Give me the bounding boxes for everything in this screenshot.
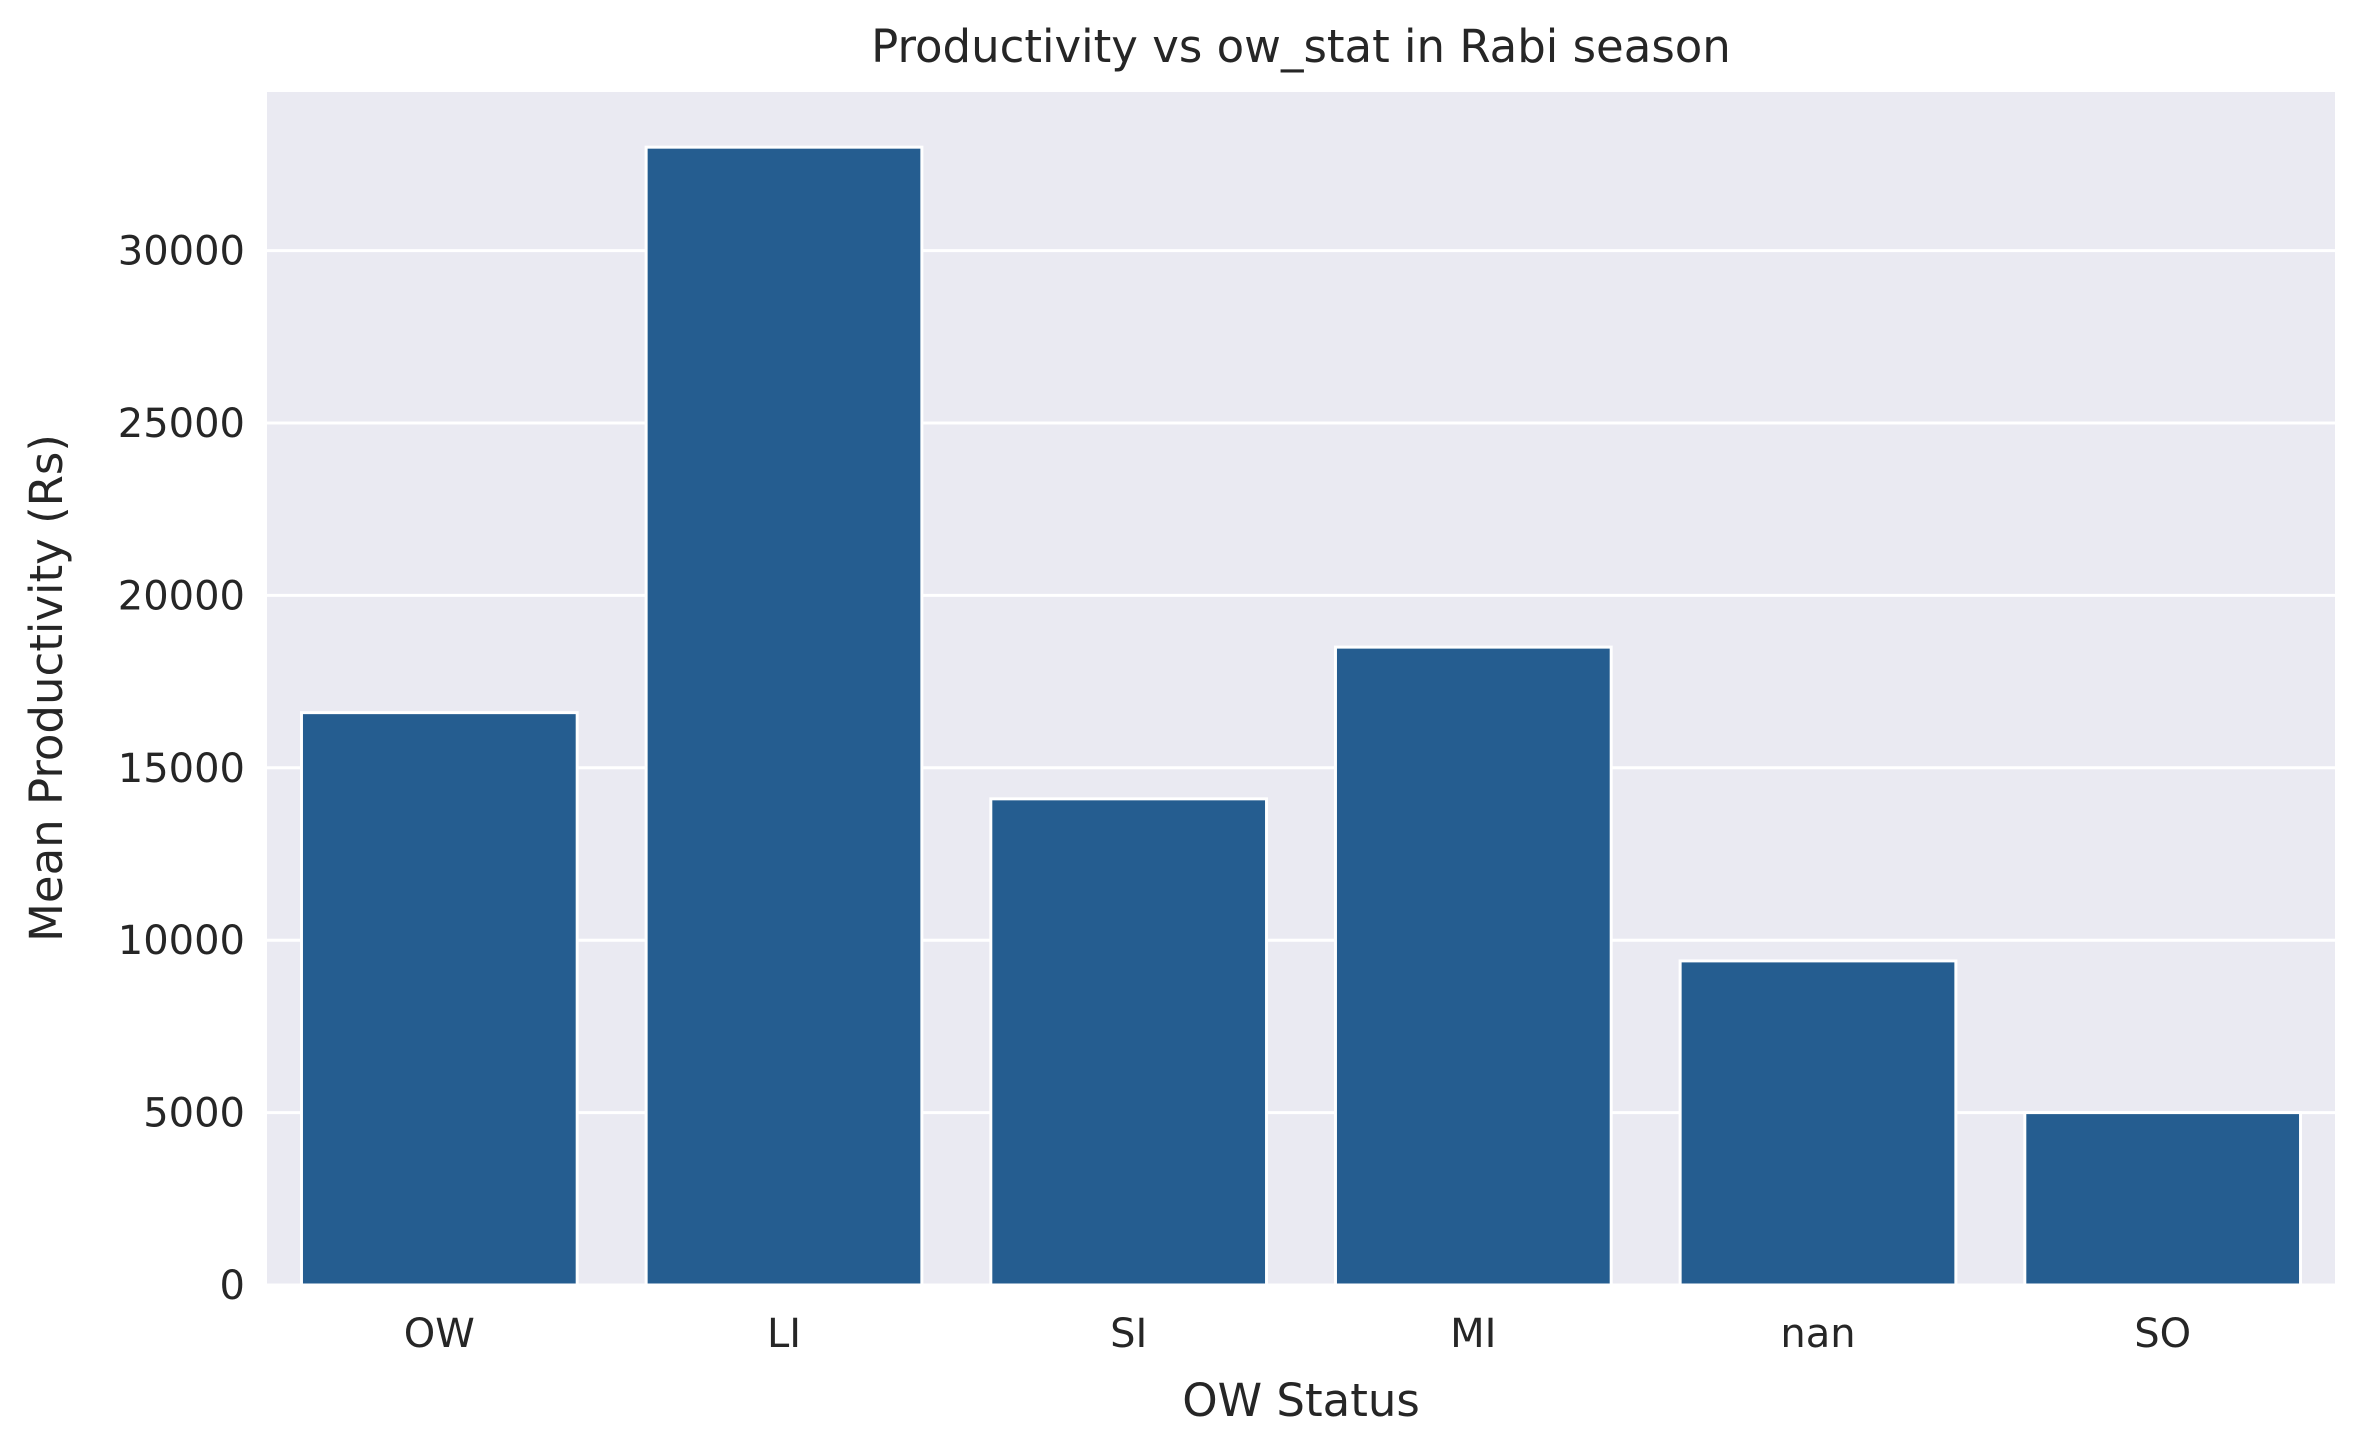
- y-tick-label: 30000: [118, 229, 245, 275]
- bar-OW: [299, 711, 579, 1287]
- bar-MI: [1333, 645, 1613, 1287]
- x-tick-label: SI: [1110, 1311, 1147, 1357]
- bar-SO: [2023, 1111, 2303, 1287]
- y-tick-label: 0: [220, 1263, 245, 1309]
- y-tick-label: 25000: [118, 401, 245, 447]
- y-tick-label: 15000: [118, 746, 245, 792]
- bars: [299, 145, 2303, 1287]
- bar-LI: [644, 145, 924, 1287]
- chart-title: Productivity vs ow_stat in Rabi season: [871, 20, 1731, 73]
- y-tick-label: 10000: [118, 918, 245, 964]
- gridlines: [267, 249, 2335, 1287]
- bar-nan: [1678, 959, 1958, 1287]
- x-tick-label: nan: [1780, 1311, 1855, 1357]
- y-tick-label: 5000: [143, 1091, 245, 1137]
- x-axis-label: OW Status: [1182, 1374, 1420, 1427]
- x-tick-label: OW: [404, 1311, 475, 1357]
- y-axis-ticks: 0 5000 10000 15000 20000 25000 30000: [118, 229, 245, 1309]
- bar-SI: [989, 797, 1269, 1287]
- x-axis-ticks: OW LI SI MI nan SO: [404, 1311, 2191, 1357]
- x-tick-label: MI: [1450, 1311, 1496, 1357]
- x-tick-label: LI: [767, 1311, 801, 1357]
- x-tick-label: SO: [2134, 1311, 2191, 1357]
- plot-area: [267, 92, 2335, 1285]
- y-tick-label: 20000: [118, 573, 245, 619]
- y-axis-label: Mean Productivity (Rs): [20, 434, 73, 942]
